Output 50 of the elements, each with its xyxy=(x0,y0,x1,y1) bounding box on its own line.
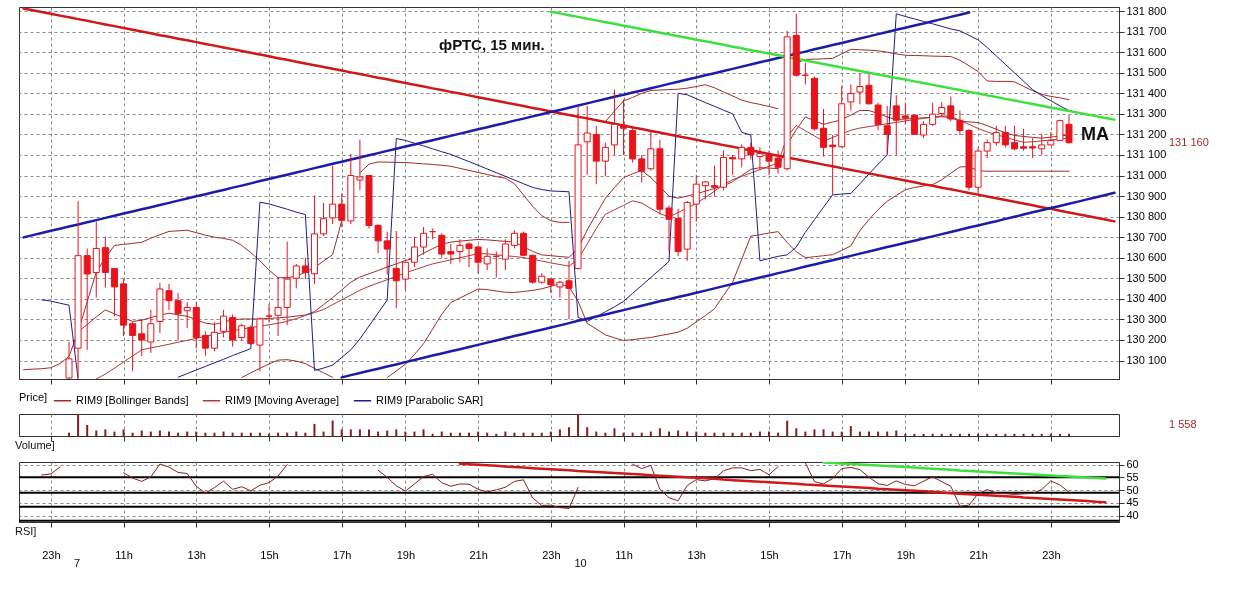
x-tick-label: 11h xyxy=(115,548,133,561)
x-tick-label: 17h xyxy=(833,548,852,561)
y-tick-label: 130 500 xyxy=(1126,271,1167,284)
y-tick-label: 131 700 xyxy=(1126,25,1167,38)
y-tick-label: 45 xyxy=(1126,496,1139,509)
x-tick-label: 21h xyxy=(469,548,488,561)
y-tick-label: 130 200 xyxy=(1126,333,1167,346)
annotation: MA xyxy=(1081,124,1109,144)
x-tick-label: 17h xyxy=(333,548,352,561)
x-tick-label: 19h xyxy=(896,548,916,561)
y-tick-label: 130 400 xyxy=(1126,292,1167,305)
y-tick-label: 131 400 xyxy=(1126,86,1167,99)
text: 7 xyxy=(74,557,81,569)
legend-label: RIM9 [Moving Average] xyxy=(225,393,340,406)
x-tick-label: 19h xyxy=(396,548,416,561)
x-tick-label: 11h xyxy=(615,548,633,561)
y-tick-label: 130 700 xyxy=(1126,230,1167,243)
x-tick-label: 15h xyxy=(760,548,779,561)
y-tick-label: 55 xyxy=(1126,470,1139,483)
text: RSI] xyxy=(15,525,37,537)
x-tick-label: 15h xyxy=(260,548,279,561)
legend-label: RIM9 [Parabolic SAR] xyxy=(376,393,483,406)
legend-label: RIM9 [Bollinger Bands] xyxy=(76,393,189,406)
y-tick-label: 131 600 xyxy=(1126,45,1167,58)
y-tick-label: 131 000 xyxy=(1126,169,1167,182)
y-tick-label: 130 100 xyxy=(1126,354,1167,366)
legend-title: Price] xyxy=(19,391,48,403)
x-tick-label: 23h xyxy=(1042,548,1061,561)
x-tick-label: 13h xyxy=(687,548,706,561)
y-tick-label: 130 300 xyxy=(1126,312,1167,325)
x-tick-label: 23h xyxy=(42,548,61,561)
y-tick-label: 131 100 xyxy=(1126,148,1167,161)
y-tick-label: 130 600 xyxy=(1126,251,1167,264)
text: 131 160 xyxy=(1169,136,1209,148)
y-tick-label: 50 xyxy=(1126,483,1139,496)
y-tick-label: 131 200 xyxy=(1126,127,1167,140)
y-tick-label: 40 xyxy=(1126,509,1139,522)
y-tick-label: 131 300 xyxy=(1126,107,1167,120)
y-tick-label: 131 500 xyxy=(1126,66,1167,79)
y-tick-label: 130 800 xyxy=(1126,210,1167,223)
y-tick-label: 60 xyxy=(1126,458,1139,471)
text: 1 558 xyxy=(1169,418,1197,430)
x-tick-label: 13h xyxy=(187,548,206,561)
text: фРТС, 15 мин. xyxy=(439,36,545,53)
x-tick-label: 23h xyxy=(542,548,561,561)
y-tick-label: 131 800 xyxy=(1126,4,1167,17)
text: Volume] xyxy=(15,439,55,451)
x-tick-label: 21h xyxy=(969,548,988,561)
text: 10 xyxy=(574,557,587,569)
y-tick-label: 130 900 xyxy=(1126,189,1167,202)
